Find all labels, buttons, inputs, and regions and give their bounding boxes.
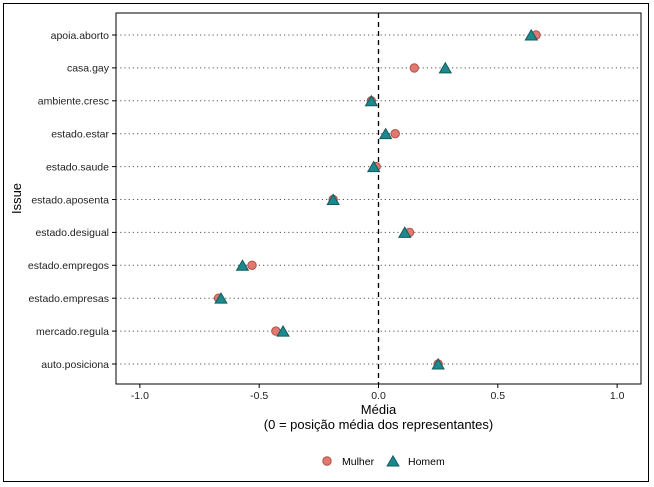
x-tick-label: 0.5 bbox=[491, 390, 506, 402]
y-tick-label: estado.empresas bbox=[28, 293, 109, 305]
y-tick-label: casa.gay bbox=[67, 63, 110, 75]
marker-homem-estado-aposenta bbox=[326, 193, 340, 205]
y-tick-label: ambiente.cresc bbox=[38, 96, 109, 108]
x-ticks: -1.0 -0.5 0.0 0.5 1.0 bbox=[131, 384, 625, 402]
x-tick-label: -1.0 bbox=[131, 390, 149, 402]
figure-frame bbox=[3, 3, 649, 482]
y-tick-label: mercado.regula bbox=[36, 326, 109, 338]
y-tick-label: estado.aposenta bbox=[31, 194, 109, 206]
legend-homem-label: Homem bbox=[408, 456, 445, 468]
legend-mulher-marker bbox=[322, 456, 332, 466]
y-tick-label: estado.empregos bbox=[28, 260, 109, 272]
marker-mulher-casa-gay bbox=[409, 63, 419, 73]
y-tick-label: apoia.aborto bbox=[51, 30, 110, 42]
x-tick-label: 1.0 bbox=[610, 390, 625, 402]
category-gridlines bbox=[116, 34, 641, 365]
marker-mulher-estado-estar bbox=[390, 129, 400, 139]
x-tick-label: -0.5 bbox=[250, 390, 268, 402]
y-tick-label: estado.estar bbox=[51, 129, 109, 141]
y-tick-label: estado.desigual bbox=[35, 227, 109, 239]
marker-homem-auto-posiciona bbox=[431, 357, 445, 370]
y-tick-labels: apoia.aborto casa.gay ambiente.cresc estado… bbox=[28, 30, 116, 371]
marker-homem-ambiente-cresc bbox=[364, 94, 379, 107]
marker-homem-estado-empregos bbox=[235, 259, 250, 271]
legend-homem-marker bbox=[386, 454, 400, 467]
data-markers bbox=[213, 28, 541, 370]
y-tick-label: estado.saude bbox=[46, 161, 109, 173]
y-tick-label: auto.posiciona bbox=[41, 359, 109, 371]
marker-homem-casa-gay bbox=[438, 61, 453, 74]
marker-homem-estado-empresas bbox=[214, 292, 228, 304]
marker-mulher-estado-empregos bbox=[247, 260, 257, 270]
marker-homem-mercado-regula bbox=[276, 325, 290, 337]
marker-homem-estado-saude bbox=[366, 160, 381, 173]
legend: Mulher Homem bbox=[322, 454, 445, 468]
x-tick-label: 0.0 bbox=[371, 390, 386, 402]
y-axis-title: Issue bbox=[9, 183, 24, 214]
legend-mulher-label: Mulher bbox=[342, 456, 375, 468]
x-axis-title: Média bbox=[361, 402, 397, 417]
marker-homem-estado-estar bbox=[378, 127, 393, 140]
marker-homem-apoia-aborto bbox=[524, 28, 538, 41]
x-axis-subtitle: (0 = posição média dos representantes) bbox=[264, 417, 493, 432]
marker-homem-estado-desigual bbox=[397, 226, 412, 238]
